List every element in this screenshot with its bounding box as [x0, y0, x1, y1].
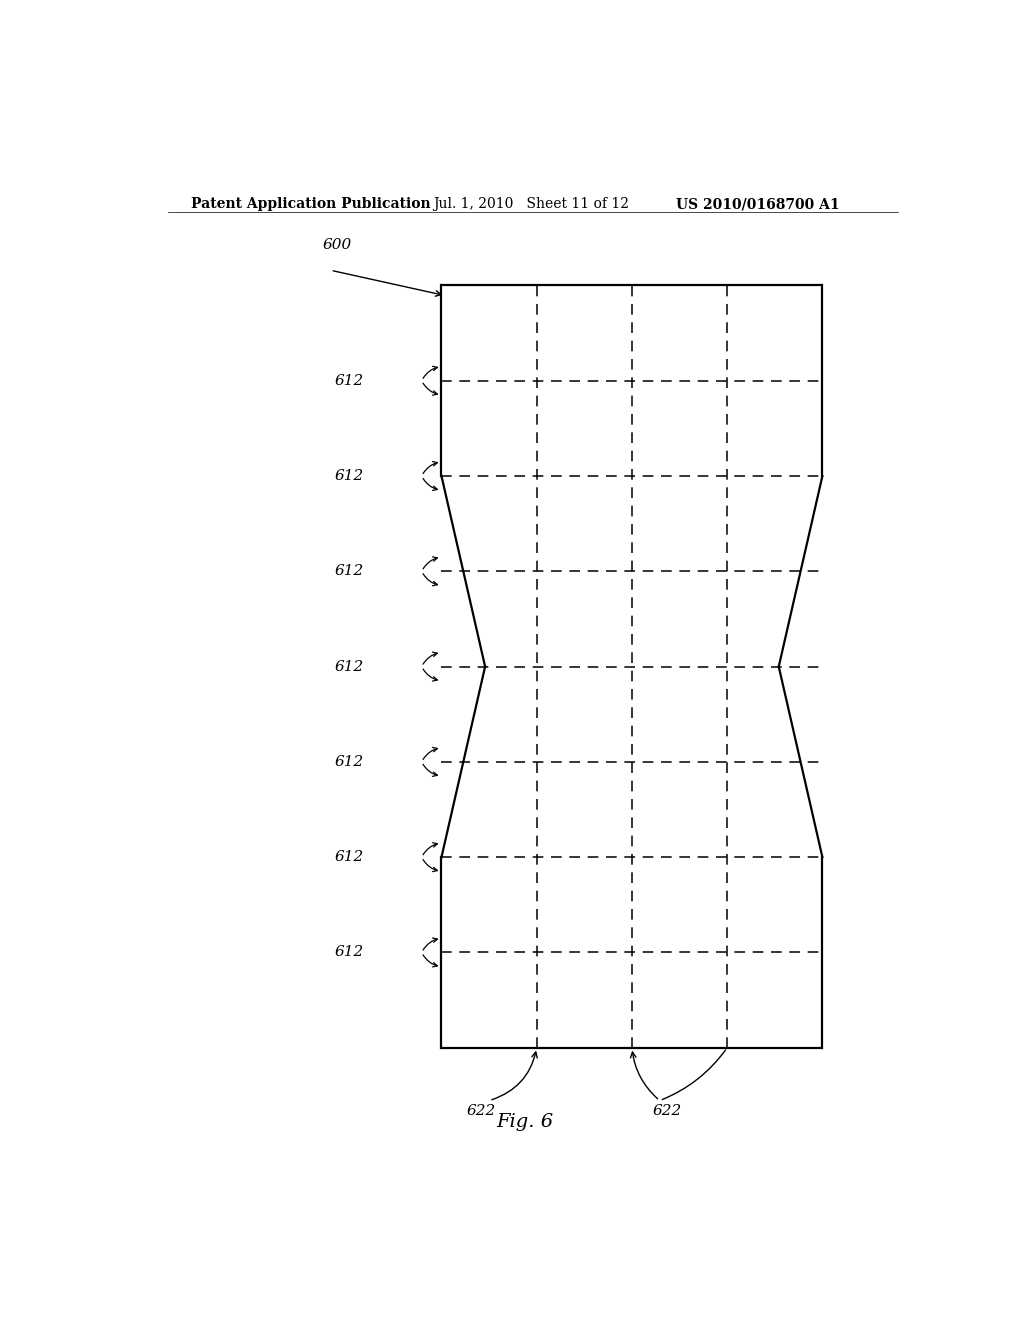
Text: Patent Application Publication: Patent Application Publication: [191, 197, 431, 211]
Text: 612: 612: [334, 469, 364, 483]
Text: Jul. 1, 2010   Sheet 11 of 12: Jul. 1, 2010 Sheet 11 of 12: [433, 197, 630, 211]
Text: 612: 612: [334, 660, 364, 673]
Text: US 2010/0168700 A1: US 2010/0168700 A1: [676, 197, 840, 211]
Text: 600: 600: [323, 238, 351, 252]
Text: 612: 612: [334, 565, 364, 578]
Text: 612: 612: [334, 755, 364, 768]
Text: 612: 612: [334, 850, 364, 865]
Text: 612: 612: [334, 374, 364, 388]
Text: 622: 622: [467, 1104, 496, 1118]
Text: Fig. 6: Fig. 6: [497, 1113, 553, 1131]
Text: 622: 622: [653, 1104, 682, 1118]
Text: 612: 612: [334, 945, 364, 960]
